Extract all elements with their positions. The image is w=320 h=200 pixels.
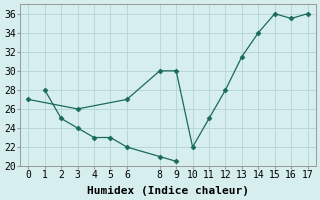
X-axis label: Humidex (Indice chaleur): Humidex (Indice chaleur): [87, 186, 249, 196]
